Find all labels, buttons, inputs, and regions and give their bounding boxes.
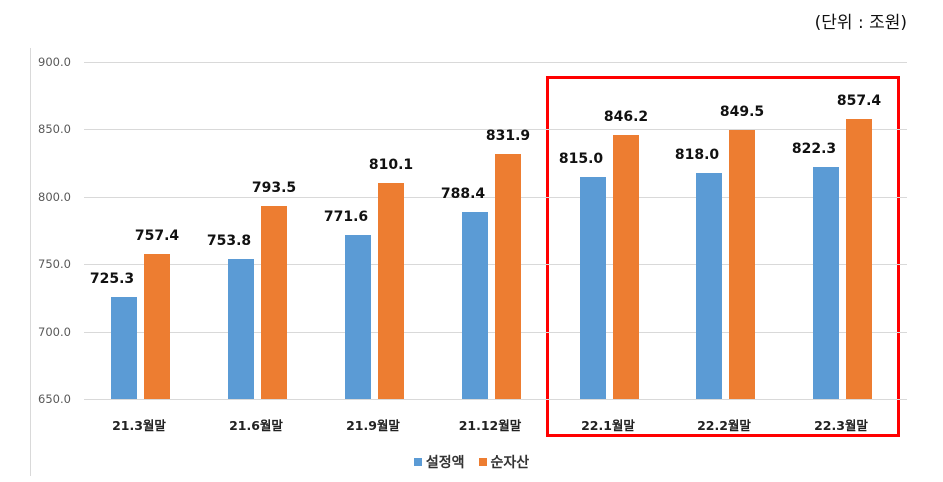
data-label: 822.3	[791, 140, 837, 157]
data-label: 857.4	[836, 93, 882, 110]
y-tick-label: 850.0	[38, 122, 71, 137]
data-label: 793.5	[251, 179, 297, 196]
gridline	[84, 62, 907, 63]
data-label: 725.3	[89, 271, 135, 288]
x-tick-label: 22.1월말	[581, 418, 635, 433]
bar-series1	[228, 259, 254, 399]
data-label: 818.0	[674, 146, 720, 163]
y-tick-label: 700.0	[38, 324, 71, 339]
data-label: 788.4	[440, 186, 486, 203]
legend-swatch-orange	[478, 458, 487, 466]
unit-label: (단위 : 조원)	[814, 13, 907, 33]
bar-series2	[261, 205, 287, 399]
highlight-box	[546, 76, 900, 437]
legend-swatch-blue	[413, 458, 422, 466]
bar-series1	[345, 235, 371, 399]
data-label: 846.2	[603, 108, 649, 125]
legend-item-series2: 순자산	[478, 452, 530, 472]
bar-series2	[495, 153, 521, 399]
legend-label-series2: 순자산	[490, 455, 530, 471]
x-tick-label: 21.9월말	[346, 418, 400, 433]
bar-series1	[813, 166, 839, 399]
bar-series2	[378, 183, 404, 399]
data-label: 771.6	[323, 209, 369, 226]
x-tick-label: 22.2월말	[697, 418, 751, 433]
y-tick-label: 650.0	[38, 392, 71, 406]
bar-series1	[580, 176, 606, 399]
bar-series2	[846, 119, 872, 399]
y-tick-label: 800.0	[38, 189, 71, 204]
x-tick-label: 21.6월말	[229, 418, 283, 433]
x-tick-label: 21.3월말	[112, 418, 166, 433]
legend-item-series1: 설정액	[413, 452, 465, 472]
bar-series2	[144, 254, 170, 399]
data-label: 815.0	[558, 150, 604, 167]
legend-label-series1: 설정액	[425, 455, 465, 471]
x-tick-label: 22.3월말	[814, 418, 868, 433]
y-tick-label: 750.0	[38, 257, 71, 272]
chart-left-border	[30, 48, 31, 476]
bar-series1	[111, 297, 137, 399]
bar-series1	[462, 212, 488, 399]
gridline	[84, 129, 907, 130]
x-tick-label: 21.12월말	[458, 418, 522, 433]
data-label: 831.9	[485, 127, 531, 144]
data-label: 810.1	[368, 157, 414, 174]
data-label: 757.4	[134, 228, 180, 245]
legend: 설정액 순자산	[0, 452, 943, 472]
gridline	[84, 399, 907, 400]
bar-series2	[613, 134, 639, 399]
y-tick-label: 900.0	[38, 55, 71, 69]
bar-series1	[696, 172, 722, 399]
data-label: 849.5	[719, 104, 765, 121]
bar-series2	[729, 130, 755, 399]
data-label: 753.8	[206, 233, 252, 250]
